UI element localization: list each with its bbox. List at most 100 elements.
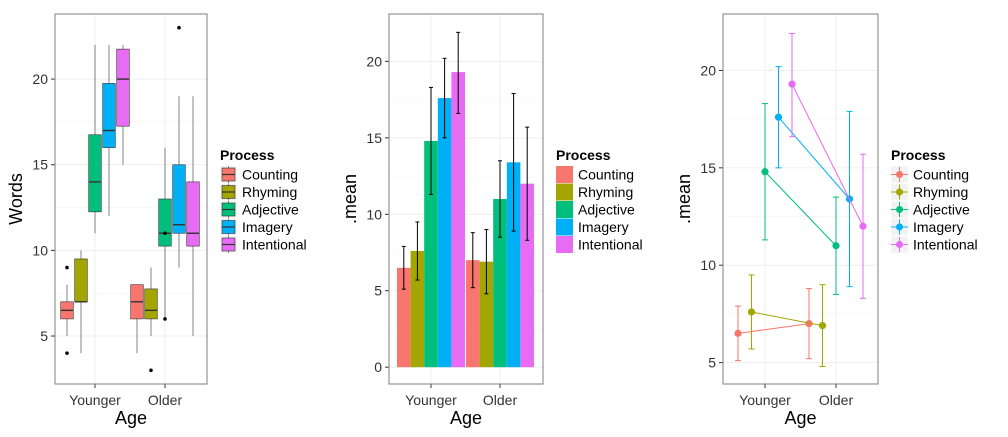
series-line [764,171,837,247]
legend-label: Imagery [913,219,964,235]
outlier-point [65,265,69,270]
box-iqr [102,83,116,148]
y-axis-title: Words [6,173,26,225]
legend-label: Adjective [913,202,970,218]
data-point [774,113,783,121]
legend-key-rhyming [219,183,238,201]
legend-key-intentional [890,235,909,254]
data-point [832,242,840,250]
legend-key-adjective [890,200,909,219]
legend-key-point [896,241,903,248]
box-imagery-younger [102,44,116,217]
bar-intentional-older [520,183,534,368]
box-iqr [74,258,88,303]
data-point [761,168,769,176]
box-adjective-older [158,147,172,321]
outlier-point [177,25,181,30]
legend-label: Rhyming [242,184,297,200]
legend-key-rhyming [555,183,574,201]
boxplot-plot-border [54,13,208,385]
errorbar-adjective-younger [429,86,433,195]
legend-key-swatch [556,236,573,253]
barchart-plot-border [388,13,544,385]
series-line [737,323,810,334]
bar-imagery-older [506,162,521,368]
legend-key-point [896,223,903,231]
box-imagery-older [172,25,186,268]
x-axis-title: Age [450,408,482,428]
legend-key-imagery [555,218,574,236]
box-adjective-younger [88,44,102,234]
y-axis-title: .mean [674,174,694,224]
legend-label: Intentional [578,237,643,253]
data-point [747,308,756,316]
legend-label: Rhyming [578,184,633,200]
legend-label: Adjective [578,202,635,218]
legend-label: Imagery [578,219,629,235]
y-tick-label: 10 [700,257,716,273]
box-rhyming-younger [74,250,88,354]
legend-key-swatch [556,201,573,218]
x-axis-title: Age [784,408,816,428]
y-tick-label: 5 [708,355,716,371]
data-point [859,222,867,230]
y-tick-label: 15 [366,130,382,146]
bar-adjective-older [493,199,507,368]
legend-key-rhyming [890,183,909,201]
legend-key-counting [219,165,238,184]
series-rhyming [747,274,827,367]
bar-rhyming-older [479,261,494,368]
legend-key-adjective [219,200,238,219]
box-iqr [88,134,102,213]
bar-imagery-younger [437,98,452,368]
legend-label: Imagery [242,219,293,235]
y-tick-label: 20 [700,62,716,78]
errorbar-counting-older [470,232,475,289]
errorbar-intentional-younger [456,31,461,114]
bar-rhyming-younger [410,250,425,368]
x-tick-label: Older [148,392,183,408]
data-point [805,320,813,328]
bar-counting-older [466,260,480,368]
legend-key-imagery [890,218,909,236]
box-iqr [144,288,158,320]
legend-label: Counting [913,167,969,183]
y-tick-label: 20 [366,53,382,69]
legend-key-counting [890,165,909,184]
data-point [818,321,827,330]
y-tick-label: 15 [32,157,48,173]
legend-key-imagery [219,218,238,236]
errorbar-imagery-younger [442,57,447,139]
box-rhyming-older [144,267,158,373]
errorbar-rhyming-older [484,229,489,295]
box-counting-older [130,284,144,354]
outlier-point [65,351,69,355]
data-point [734,329,742,337]
series-line [751,311,823,327]
errorbar-imagery-older [511,93,516,232]
legend-key-intentional [555,235,574,254]
legend-label: Intentional [242,237,307,253]
legend-key-point [896,171,903,178]
y-tick-label: 5 [40,328,48,344]
series-intentional [788,32,867,299]
legend-label: Counting [578,167,634,183]
outlier-point [163,231,167,236]
legend-title: Process [891,147,946,163]
y-tick-label: 10 [32,242,48,258]
series-line [791,83,864,227]
y-tick-label: 0 [374,359,382,375]
legend-title: Process [556,147,611,163]
series-line [778,116,850,200]
x-tick-label: Younger [405,392,457,408]
x-tick-label: Younger [739,392,791,408]
x-tick-label: Older [483,392,518,408]
errorbar-rhyming-younger [415,221,420,281]
x-tick-label: Younger [69,392,121,408]
